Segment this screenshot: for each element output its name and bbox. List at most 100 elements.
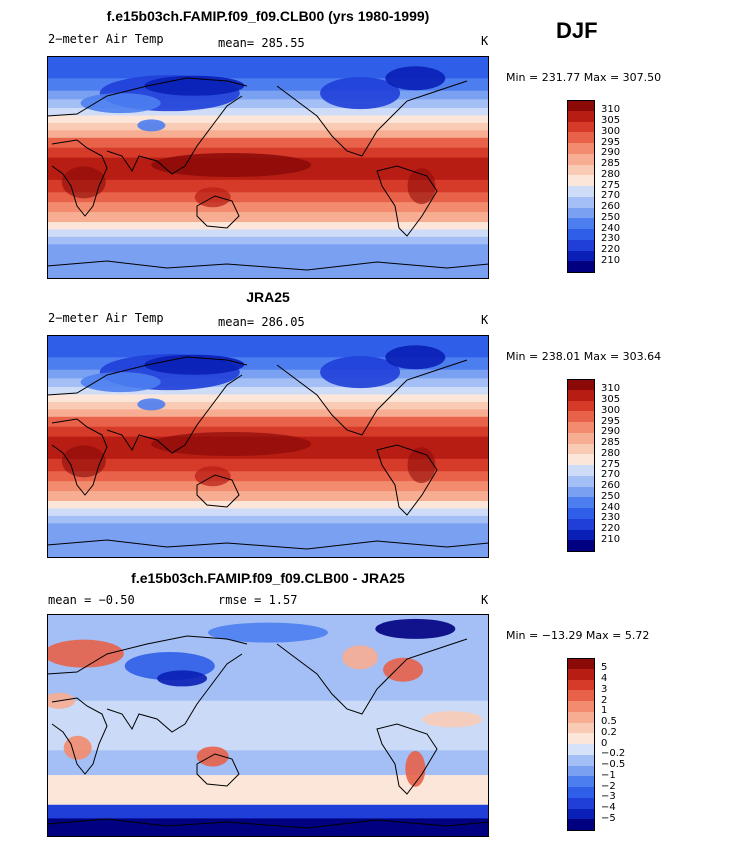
colorbar-label: 300 [601,404,621,416]
colorbar-swatch [567,100,595,112]
temperature-band [47,130,489,139]
warm-region [407,168,436,205]
coastline [47,356,248,396]
warm-pool [151,432,312,457]
colorbar-swatch [567,175,595,187]
colorbar-swatch [567,164,595,176]
colorbar-swatch [567,153,595,165]
colorbar-label: 0.5 [601,716,617,727]
coastline [196,195,240,229]
colorbar-label: 275 [601,179,621,191]
cold-region [137,398,166,411]
temperature-band [47,229,489,238]
panel-2-units: K [481,313,489,327]
colorbar-label: 310 [601,383,621,395]
temperature-band [47,387,489,395]
colorbar-label: 2 [601,694,608,706]
panel-2-mean: mean= 286.05 [218,315,305,329]
coastlines [47,356,489,550]
coastline [47,635,248,675]
temperature-band [47,212,489,223]
difference-region [422,711,483,728]
colorbar-label: 270 [601,190,621,202]
difference-region [196,746,229,767]
coastline [196,474,240,508]
temperature-band [47,491,489,502]
colorbar-swatch [567,540,595,552]
colorbar-swatch [567,110,595,122]
colorbar-swatch [567,529,595,541]
coastlines [47,635,489,829]
panel-3-minmax: Min = −13.29 Max = 5.72 [506,629,650,642]
temperature-band [47,90,489,100]
season-label: DJF [556,18,598,43]
panel-2-variable: 2−meter Air Temp [48,311,164,325]
panel-3-mean: mean = −0.50 [48,593,135,607]
colorbar-label: 285 [601,437,621,448]
warm-region [61,445,106,478]
cold-region [385,66,446,91]
difference-region [208,622,328,643]
colorbar-swatch [567,690,595,702]
colorbar-label: −4 [601,802,616,813]
difference-region [157,670,208,687]
temperature-band [47,335,489,358]
colorbar-swatch [567,486,595,498]
colorbar-swatch [567,722,595,734]
coastline [47,818,489,829]
colorbar-swatch [567,196,595,208]
colorbar-swatch [567,389,595,401]
difference-region [63,735,92,760]
temperature-band [47,394,489,403]
coastline [276,638,468,715]
panel-1-variable: 2−meter Air Temp [48,32,164,46]
colorbar-swatch [567,754,595,766]
colorbar-swatch [567,239,595,251]
temperature-band [47,401,489,410]
temperature-band [47,147,489,159]
coastline [376,723,438,795]
colorbar-label: 210 [601,254,621,266]
temperature-band [47,222,489,230]
colorbar-swatch [567,121,595,133]
colorbar-label: 290 [601,426,621,438]
map-frame [47,56,489,279]
difference-region [375,618,456,639]
colorbar-label: 4 [601,673,608,684]
colorbar-swatch [567,701,595,713]
panel-2-title: JRA25 [246,289,290,305]
colorbar-swatch [567,518,595,530]
colorbar-label: 250 [601,490,621,502]
coastline [376,444,438,516]
temperature-band [47,416,489,428]
map-frame [47,614,489,837]
colorbar-swatch [567,207,595,219]
colorbar-label: −3 [601,791,616,803]
colorbar-swatch [567,668,595,680]
coastline [106,95,243,175]
colorbar-swatch [567,143,595,155]
colorbar-label: 1 [601,705,608,717]
colorbar-label: 305 [601,394,621,405]
colorbar-swatch [567,411,595,423]
map-frame [47,335,489,558]
colorbar-label: 240 [601,222,621,234]
coastline [47,539,489,550]
colorbar-swatch [567,808,595,820]
colorbar-label: 310 [601,104,621,116]
temperature-band [47,481,489,492]
warm-region [61,166,106,199]
colorbar-label: 230 [601,512,621,524]
colorbar-label: −0.5 [601,759,626,770]
colorbar-label: 5 [601,662,608,674]
colorbar-label: 295 [601,136,621,148]
temperature-band [47,137,489,149]
colorbar-swatch [567,250,595,262]
colorbar-swatch [567,379,595,391]
coastline [276,359,468,436]
coastline [47,260,489,271]
colorbar-swatch [567,679,595,691]
colorbar-label: 295 [601,415,621,427]
colorbar-swatch [567,744,595,756]
panel-3-map [47,614,489,837]
